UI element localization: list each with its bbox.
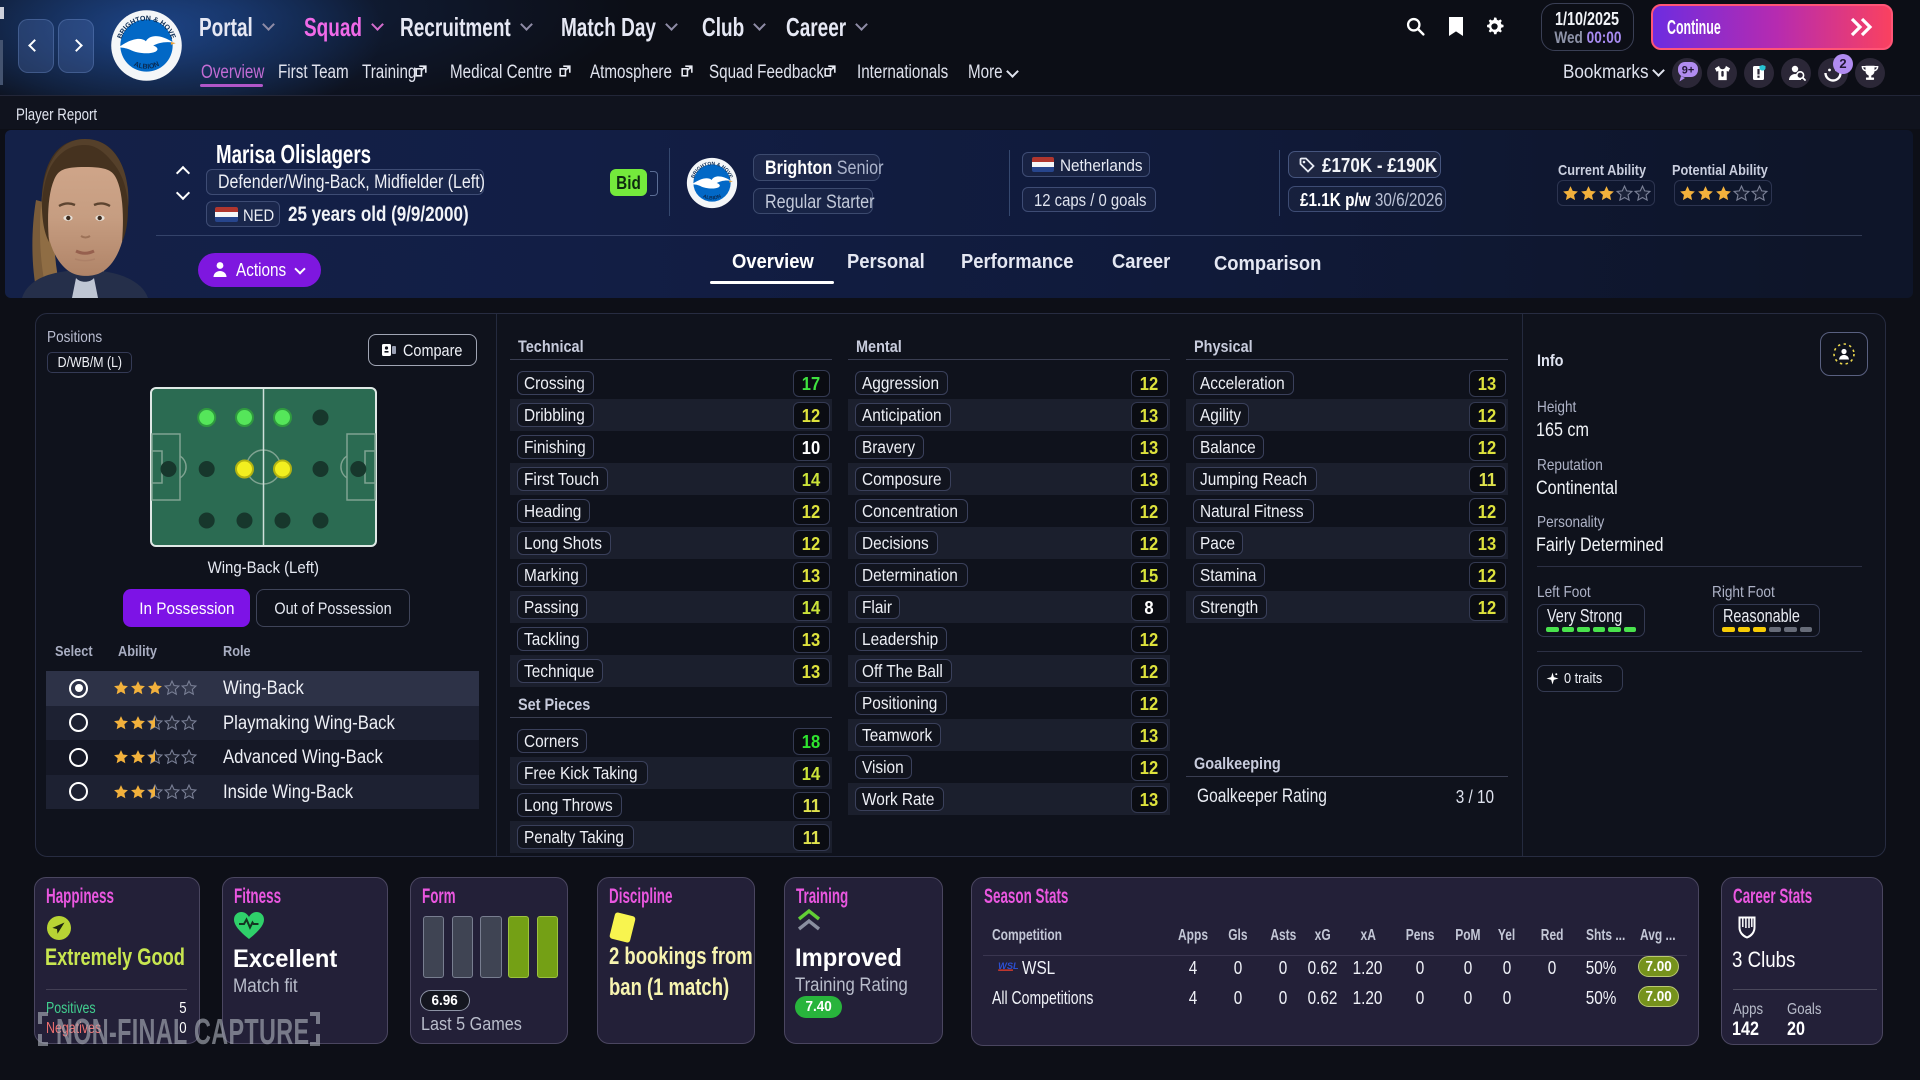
svg-text:WSL: WSL [998,961,1019,971]
svg-text:ALBION: ALBION [702,193,723,201]
svg-text:ALBION: ALBION [133,61,161,71]
svg-text:9+: 9+ [1682,65,1695,77]
